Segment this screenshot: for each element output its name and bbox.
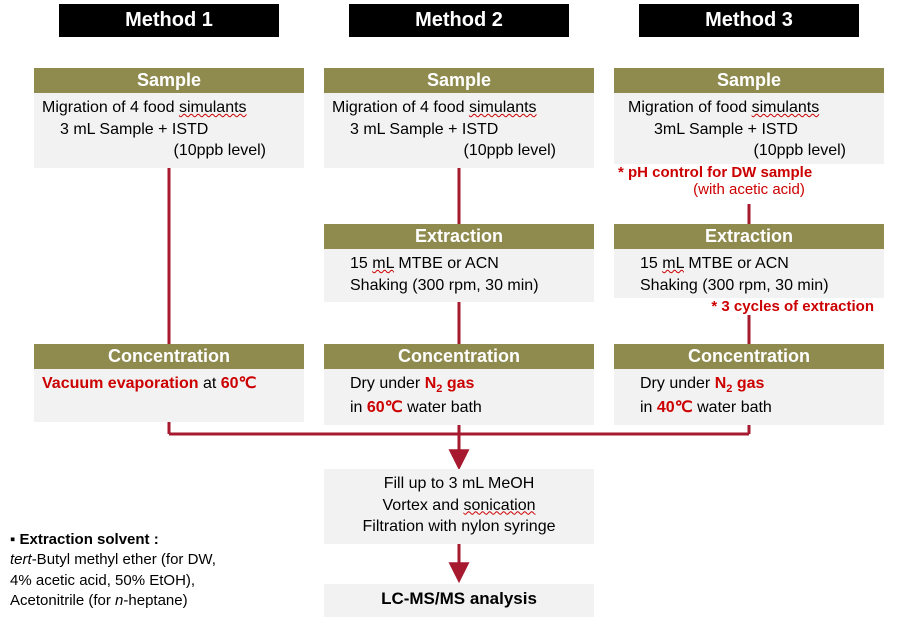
sample-box-m3: Sample Migration of food simulants 3mL S… (614, 68, 884, 198)
concentration-box-m1: Concentration Vacuum evaporation at 60℃ (34, 344, 304, 422)
extraction-box-m3: Extraction 15 mL MTBE or ACN Shaking (30… (614, 224, 884, 315)
sample-header-m3: Sample (614, 68, 884, 93)
sample-m2-l2: 3 mL Sample + ISTD (332, 119, 586, 141)
sample-header-m2: Sample (324, 68, 594, 93)
final-l2b: sonication (463, 497, 535, 514)
ext-m3-l2: Shaking (300 rpm, 30 min) (622, 275, 876, 297)
ext-m2-l1b: MTBE or ACN (394, 255, 499, 272)
sample-m3-l1a: Migration of food (628, 99, 752, 116)
conc-m2-b3: water bath (403, 399, 482, 416)
sample-m3-note1: * pH control for DW sample (614, 164, 884, 181)
final-l3: Filtration with nylon syringe (332, 516, 586, 538)
sample-body-m2: Migration of 4 food simulants 3 mL Sampl… (324, 93, 594, 168)
sample-header-m1: Sample (34, 68, 304, 93)
conc-body-m2: Dry under N2 gas in 60℃ water bath (324, 369, 594, 425)
sample-box-m2: Sample Migration of 4 food simulants 3 m… (324, 68, 594, 168)
conc-m2-n: N (425, 375, 437, 392)
concentration-box-m2: Concentration Dry under N2 gas in 60℃ wa… (324, 344, 594, 425)
extraction-body-m2: 15 mL MTBE or ACN Shaking (300 rpm, 30 m… (324, 249, 594, 302)
final-l1: Fill up to 3 mL MeOH (332, 473, 586, 495)
sample-m1-l2: 3 mL Sample + ISTD (42, 119, 296, 141)
ext-m3-ml: mL (662, 255, 684, 272)
sample-m1-simulants: simulants (179, 99, 247, 116)
extraction-body-m3: 15 mL MTBE or ACN Shaking (300 rpm, 30 m… (614, 249, 884, 298)
footnote-l3c: -heptane) (123, 592, 187, 609)
flowchart-stage: Method 1 Method 2 Method 3 Sample Migrat… (4, 4, 911, 637)
final-l2a: Vortex and (383, 497, 464, 514)
footnote-l3a: Acetonitrile (for (10, 592, 115, 609)
concentration-box-m3: Concentration Dry under N2 gas in 40℃ wa… (614, 344, 884, 425)
final-analysis-box: LC-MS/MS analysis (324, 584, 594, 617)
sample-m2-simulants: simulants (469, 99, 537, 116)
sample-m2-l3: (10ppb level) (332, 140, 586, 162)
conc-m3-n: N (715, 375, 727, 392)
sample-body-m1: Migration of 4 food simulants 3 mL Sampl… (34, 93, 304, 168)
method-header-1: Method 1 (59, 4, 279, 37)
footnote-l2: 4% acetic acid, 50% EtOH), (10, 571, 290, 591)
extraction-header-m2: Extraction (324, 224, 594, 249)
conc-body-m1: Vacuum evaporation at 60℃ (34, 369, 304, 422)
sample-box-m1: Sample Migration of 4 food simulants 3 m… (34, 68, 304, 168)
sample-m3-l2: 3mL Sample + ISTD (622, 119, 876, 141)
conc-m3-b1: in (640, 399, 657, 416)
conc-m3-gas: gas (732, 375, 764, 392)
extraction-box-m2: Extraction 15 mL MTBE or ACN Shaking (30… (324, 224, 594, 302)
method-header-3: Method 3 (639, 4, 859, 37)
ext-m3-l1b: MTBE or ACN (684, 255, 789, 272)
sample-body-m3: Migration of food simulants 3mL Sample +… (614, 93, 884, 164)
conc-m1-b: at (199, 375, 221, 392)
footnote-l1a: tert (10, 551, 32, 568)
conc-header-m2: Concentration (324, 344, 594, 369)
sample-m2-l1a: Migration of 4 food (332, 99, 469, 116)
sample-m1-l1a: Migration of 4 food (42, 99, 179, 116)
method-header-2: Method 2 (349, 4, 569, 37)
conc-m1-a: Vacuum evaporation (42, 375, 199, 392)
sample-m3-l3: (10ppb level) (622, 140, 876, 162)
conc-m2-gas: gas (442, 375, 474, 392)
footnote-l1b: -Butyl methyl ether (for DW, (32, 551, 216, 568)
footnote-title: Extraction solvent : (20, 531, 159, 548)
sample-m3-note2: (with acetic acid) (614, 181, 884, 198)
ext-m2-ml: mL (372, 255, 394, 272)
conc-m3-b3: water bath (693, 399, 772, 416)
conc-m2-b1: in (350, 399, 367, 416)
ext-m2-l1a: 15 (350, 255, 372, 272)
conc-m1-c: 60℃ (221, 375, 257, 392)
footnote: ▪ Extraction solvent : tert-Butyl methyl… (10, 530, 290, 611)
ext-m2-l2: Shaking (300 rpm, 30 min) (332, 275, 586, 297)
conc-header-m1: Concentration (34, 344, 304, 369)
conc-header-m3: Concentration (614, 344, 884, 369)
conc-body-m3: Dry under N2 gas in 40℃ water bath (614, 369, 884, 425)
sample-m3-simulants: simulants (752, 99, 820, 116)
sample-m1-l3: (10ppb level) (42, 140, 296, 162)
extraction-header-m3: Extraction (614, 224, 884, 249)
conc-m3-b2: 40℃ (657, 399, 693, 416)
ext-m3-note: * 3 cycles of extraction (614, 298, 884, 315)
conc-m2-b2: 60℃ (367, 399, 403, 416)
conc-m3-a: Dry under (640, 375, 715, 392)
final-prep-box: Fill up to 3 mL MeOH Vortex and sonicati… (324, 469, 594, 544)
ext-m3-l1a: 15 (640, 255, 662, 272)
conc-m2-a: Dry under (350, 375, 425, 392)
